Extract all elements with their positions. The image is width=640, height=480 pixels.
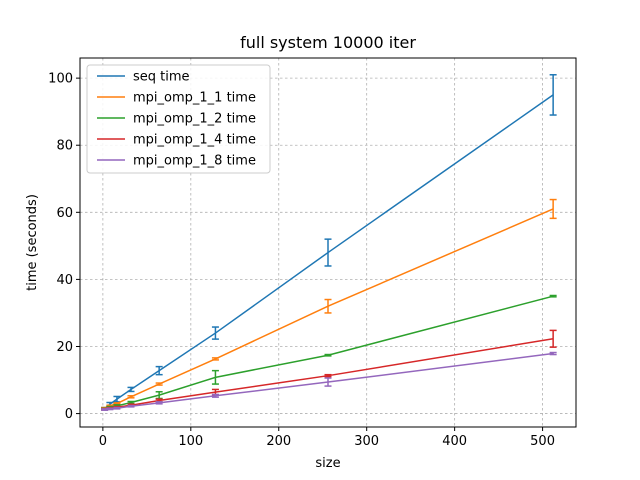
legend-label: mpi_omp_1_8 time — [133, 154, 256, 169]
chart-title: full system 10000 iter — [240, 33, 416, 52]
x-tick-label: 200 — [266, 434, 291, 449]
series-layer — [101, 74, 557, 411]
legend-label: mpi_omp_1_4 time — [133, 133, 256, 148]
x-tick-label: 500 — [530, 434, 555, 449]
x-tick-label: 300 — [354, 434, 379, 449]
legend-box — [86, 64, 271, 174]
y-tick-label: 0 — [65, 407, 73, 422]
axis-ticks: 0 100 200 300 400 500 0 20 40 60 80 100 — [48, 72, 555, 449]
series-line — [104, 94, 554, 410]
plot-frame — [79, 57, 577, 428]
x-tick-label: 100 — [178, 434, 203, 449]
y-tick-label: 60 — [56, 206, 73, 221]
y-tick-label: 80 — [56, 139, 73, 154]
series-4 — [101, 351, 557, 411]
y-tick-label: 20 — [56, 340, 73, 355]
y-tick-label: 100 — [48, 72, 73, 87]
y-axis-label: time (seconds) — [25, 194, 40, 291]
legend-label: mpi_omp_1_1 time — [133, 91, 256, 106]
legend-label: seq time — [133, 70, 190, 85]
x-tick-label: 400 — [442, 434, 467, 449]
legend-label: mpi_omp_1_2 time — [133, 112, 256, 127]
legend: seq time mpi_omp_1_1 time mpi_omp_1_2 time… — [86, 64, 271, 174]
x-tick-label: 0 — [99, 434, 107, 449]
y-tick-label: 40 — [56, 273, 73, 288]
x-axis-label: size — [315, 456, 340, 471]
